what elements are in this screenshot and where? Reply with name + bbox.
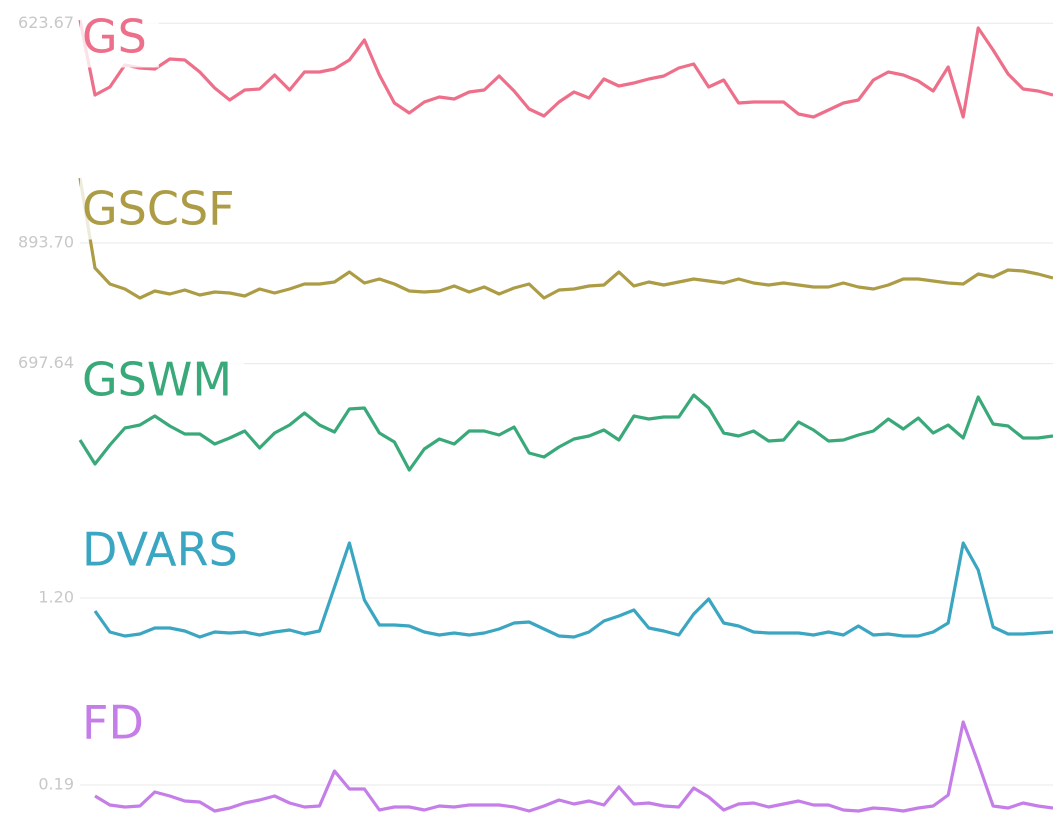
title-background [80,691,156,754]
y-tick-label: 623.67 [18,13,74,32]
panel-title: DVARS [82,523,238,577]
series-line [78,393,1053,472]
series-line [78,19,1053,119]
series-line [93,541,1053,639]
y-tick-label: 1.20 [38,588,74,607]
title-background [80,5,159,68]
y-tick-label: 0.19 [38,775,74,794]
panel-title: FD [82,696,144,750]
title-background [80,348,245,411]
title-background [80,177,247,240]
series-line [94,720,1053,813]
panel-title: GSCSF [82,182,235,236]
panel-title: GS [82,10,147,64]
series-line [78,177,1053,300]
panel-title: GSWM [82,353,232,407]
y-tick-label: 697.64 [18,353,74,372]
title-background [80,518,250,581]
y-tick-label: 893.70 [18,233,74,252]
